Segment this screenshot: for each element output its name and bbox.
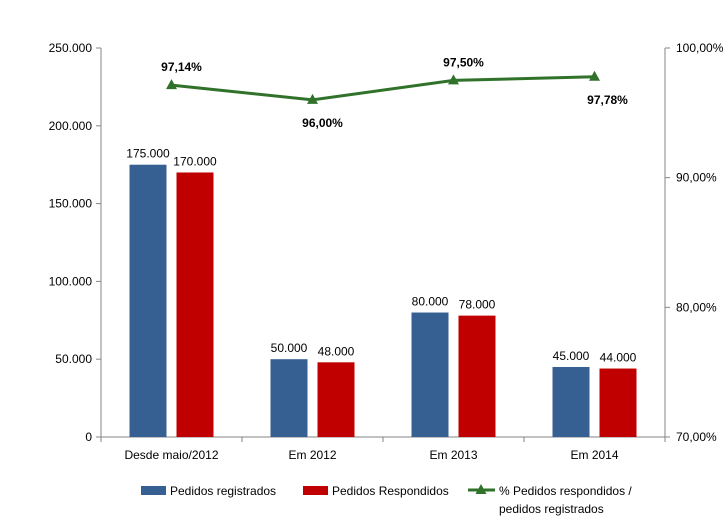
left-tick-label: 250.000 [49,41,93,55]
line-marker [166,79,177,90]
legend-marker [475,484,487,494]
bar-data-label: 50.000 [271,341,308,355]
line-data-label: 97,50% [443,55,484,69]
bar-data-label: 48.000 [318,344,355,358]
bar [317,362,355,437]
x-tick-label: Em 2014 [570,448,618,462]
x-tick-label: Em 2013 [429,448,477,462]
left-tick-label: 150.000 [49,197,93,211]
legend-label: Pedidos registrados [170,484,276,498]
left-tick-label: 50.000 [55,352,92,366]
bar [129,164,167,437]
bar-data-label: 44.000 [600,351,637,365]
bar-data-label: 80.000 [412,295,449,309]
line-data-label: 97,78% [587,93,628,107]
legend-label-line: pedidos registrados [499,502,604,516]
left-tick-label: 0 [85,430,92,444]
line-data-label: 97,14% [161,60,202,74]
x-tick-label: Desde maio/2012 [124,448,218,462]
right-tick-label: 70,00% [676,430,717,444]
legend-label: Pedidos Respondidos [332,484,449,498]
line-marker [307,93,318,104]
line-data-label: 96,00% [302,116,343,130]
bar [599,368,637,437]
legend-swatch [141,486,166,495]
legend-label: % Pedidos respondidos / pedidos registrad… [499,484,632,516]
bar [270,359,308,437]
series-line [171,75,595,102]
legend-swatch [303,486,328,495]
bars [129,164,637,438]
bar-data-label: 170.000 [173,154,217,168]
bar [176,172,214,438]
legend: Pedidos registrados Pedidos Respondidos % … [141,484,632,516]
line-marker [448,74,459,85]
bar [552,366,590,437]
left-tick-label: 100.000 [49,274,93,288]
line-marker [589,70,600,81]
bar [458,315,496,437]
bar [411,312,449,437]
bar-data-label: 78.000 [459,298,496,312]
bar-data-label: 45.000 [553,349,590,363]
left-tick-label: 200.000 [49,119,93,133]
right-tick-label: 90,00% [676,171,717,185]
bar-data-label: 175.000 [126,147,170,161]
right-tick-label: 80,00% [676,300,717,314]
data-labels: 175.000 50.000 80.000 45.000 170.000 48.000 78… [126,55,636,364]
right-tick-label: 100,00% [676,41,724,55]
percentage-line [166,70,600,104]
axes: 0 50.000 100.000 150.000 200.000 250.000 70,00… [49,41,724,462]
legend-label-line: % Pedidos respondidos / [499,484,632,498]
x-tick-label: Em 2012 [288,448,336,462]
